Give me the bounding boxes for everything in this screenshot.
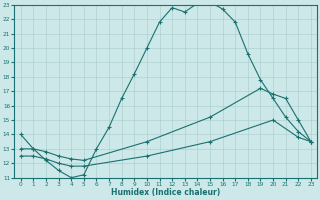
X-axis label: Humidex (Indice chaleur): Humidex (Indice chaleur)	[111, 188, 220, 197]
